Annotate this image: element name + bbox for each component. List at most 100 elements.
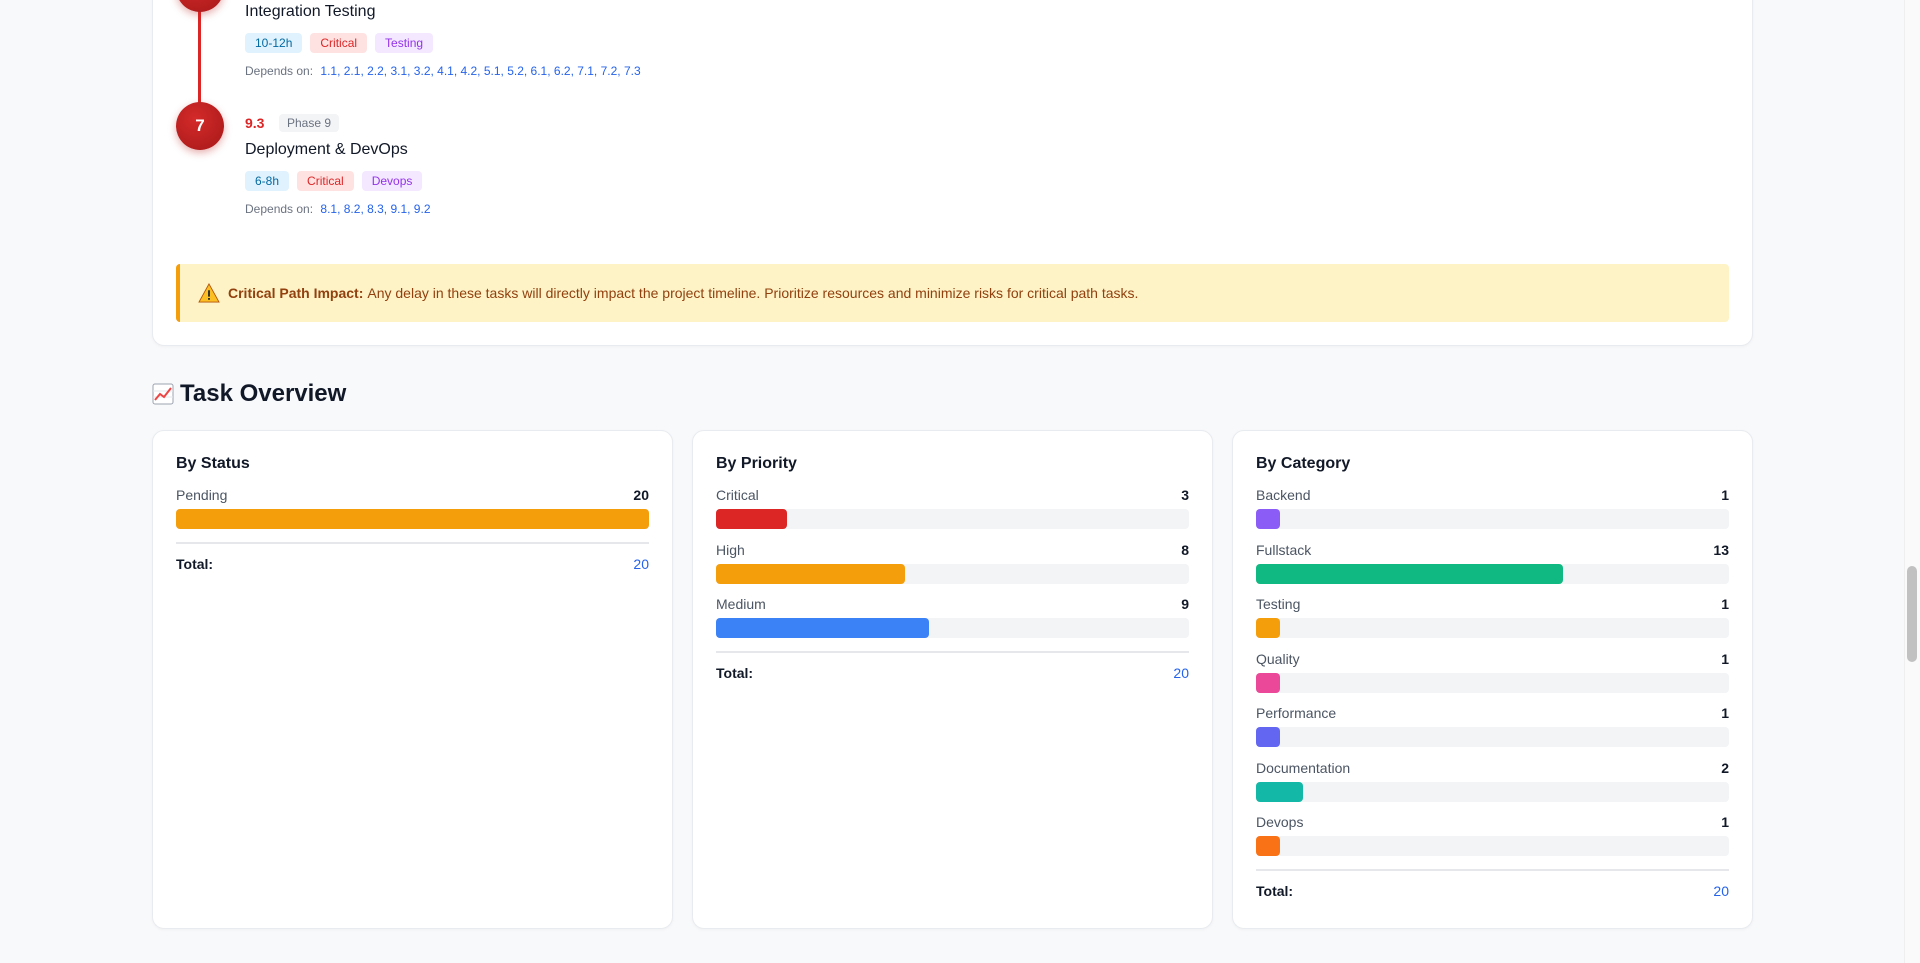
task-id: 9.3: [245, 115, 265, 131]
total-label: Total:: [176, 555, 214, 572]
tag-estimate: 6-8h: [245, 171, 290, 191]
step-circle-7: 7: [176, 102, 224, 150]
bar-count: 1: [1721, 705, 1729, 721]
bar-label: Critical: [716, 487, 759, 503]
bar-row-header: Critical 3: [716, 487, 1189, 505]
bar-track: [1256, 672, 1729, 693]
task-tags-integration: 10-12h Critical Testing: [245, 33, 434, 53]
bar-label: Quality: [1256, 650, 1300, 667]
timeline-line: [198, 0, 201, 104]
card-by-status: By Status Pending 20 Total: 20: [152, 430, 673, 929]
depends-on-integration: Depends on: 1.1, 2.1, 2.2, 3.1, 3.2, 4.1…: [245, 64, 641, 78]
bar-track: [1256, 618, 1729, 638]
bar-fill: [716, 618, 929, 638]
bar-fill: [716, 563, 906, 584]
bar-row-header: Fullstack 13: [1256, 542, 1729, 560]
critical-path-warning: Critical Path Impact: Any delay in these…: [176, 264, 1729, 322]
bar-row: Testing 1: [1256, 596, 1729, 651]
bar-label: Medium: [716, 596, 766, 612]
bar-track: [1256, 781, 1729, 802]
bar-row-header: Documentation 2: [1256, 760, 1729, 778]
bar-row: Fullstack 13: [1256, 542, 1729, 597]
tag-category: Devops: [361, 171, 423, 191]
warning-icon: [198, 283, 220, 303]
bar-track: [716, 509, 1189, 529]
bar-row: Pending 20: [176, 487, 649, 542]
depends-links[interactable]: 8.1, 8.2, 8.3, 9.1, 9.2: [320, 202, 431, 216]
card-by-category: By Category Backend 1 Fullstack 13 Testing 1 Q…: [1232, 430, 1753, 929]
tag-estimate: 10-12h: [245, 33, 303, 53]
bar-fill: [176, 509, 649, 529]
bar-count: 9: [1181, 596, 1189, 612]
total-value: 20: [1173, 664, 1189, 681]
bar-row-header: Testing 1: [1256, 596, 1729, 614]
bar-label: Documentation: [1256, 759, 1351, 776]
bar-row-header: Devops 1: [1256, 814, 1729, 832]
page-scrollbar[interactable]: [1904, 0, 1920, 963]
section-title-text: Task Overview: [180, 380, 347, 407]
bar-list: Backend 1 Fullstack 13 Testing 1 Quality 1 Perfo…: [1256, 487, 1729, 869]
tag-category: Testing: [375, 33, 434, 53]
bar-count: 1: [1721, 814, 1729, 830]
bar-list: Critical 3 High 8 Medium 9: [716, 487, 1189, 651]
bar-label: Testing: [1256, 596, 1301, 612]
bar-track: [176, 509, 649, 529]
warning-text: Any delay in these tasks will directly i…: [367, 285, 1139, 301]
bar-track: [716, 618, 1189, 638]
bar-fill: [1256, 781, 1304, 802]
depends-links[interactable]: 1.1, 2.1, 2.2, 3.1, 3.2, 4.1, 4.2, 5.1, …: [320, 64, 641, 78]
bar-row: Critical 3: [716, 487, 1189, 542]
bar-row-header: Pending 20: [176, 487, 649, 505]
total-label: Total:: [1256, 882, 1294, 899]
depends-label: Depends on:: [245, 64, 314, 78]
depends-label: Depends on:: [245, 202, 314, 216]
bar-row-header: Quality 1: [1256, 651, 1729, 669]
bar-row-header: Medium 9: [716, 596, 1189, 614]
card-by-priority: By Priority Critical 3 High 8 Medium 9 Total:…: [692, 430, 1213, 929]
task-tags-deployment: 6-8h Critical Devops: [245, 171, 423, 191]
bar-label: Backend: [1256, 487, 1311, 503]
task-title-integration: Integration Testing: [245, 3, 376, 20]
bar-track: [1256, 563, 1729, 584]
bar-row: Backend 1: [1256, 487, 1729, 542]
card-title: By Priority: [716, 455, 797, 472]
bar-row: Medium 9: [716, 596, 1189, 651]
bar-track: [1256, 509, 1729, 529]
card-title: By Status: [176, 455, 250, 472]
bar-row-header: High 8: [716, 542, 1189, 560]
task-title-deployment: Deployment & DevOps: [245, 141, 408, 158]
bar-label: Fullstack: [1256, 541, 1312, 558]
bar-fill: [1256, 672, 1280, 693]
total-value: 20: [1713, 882, 1729, 899]
bar-fill: [1256, 836, 1280, 856]
total-row: Total: 20: [1256, 868, 1729, 899]
bar-count: 20: [633, 487, 649, 503]
tag-priority: Critical: [310, 33, 368, 53]
bar-row-header: Performance 1: [1256, 705, 1729, 723]
depends-on-deployment: Depends on: 8.1, 8.2, 8.3, 9.1, 9.2: [245, 202, 431, 216]
bar-fill: [716, 509, 787, 529]
bar-label: Pending: [176, 487, 228, 503]
total-value: 20: [633, 555, 649, 572]
bar-track: [1256, 727, 1729, 747]
bar-row: High 8: [716, 542, 1189, 597]
warning-title: Critical Path Impact:: [228, 285, 364, 301]
bar-count: 1: [1721, 596, 1729, 612]
bar-fill: [1256, 509, 1280, 529]
bar-count: 8: [1181, 541, 1189, 558]
bar-fill: [1256, 618, 1280, 638]
total-row: Total: 20: [716, 650, 1189, 681]
bar-row: Devops 1: [1256, 814, 1729, 869]
bar-row-header: Backend 1: [1256, 487, 1729, 505]
scrollbar-thumb[interactable]: [1907, 566, 1917, 662]
phase-badge: Phase 9: [279, 114, 340, 132]
total-label: Total:: [716, 664, 754, 681]
bar-label: Devops: [1256, 814, 1304, 830]
bar-track: [1256, 836, 1729, 856]
tag-priority: Critical: [297, 171, 354, 191]
bar-track: [716, 563, 1189, 584]
bar-count: 1: [1721, 650, 1729, 667]
bar-fill: [1256, 563, 1564, 584]
section-title-task-overview: Task Overview: [152, 380, 346, 408]
bar-count: 1: [1721, 487, 1729, 503]
